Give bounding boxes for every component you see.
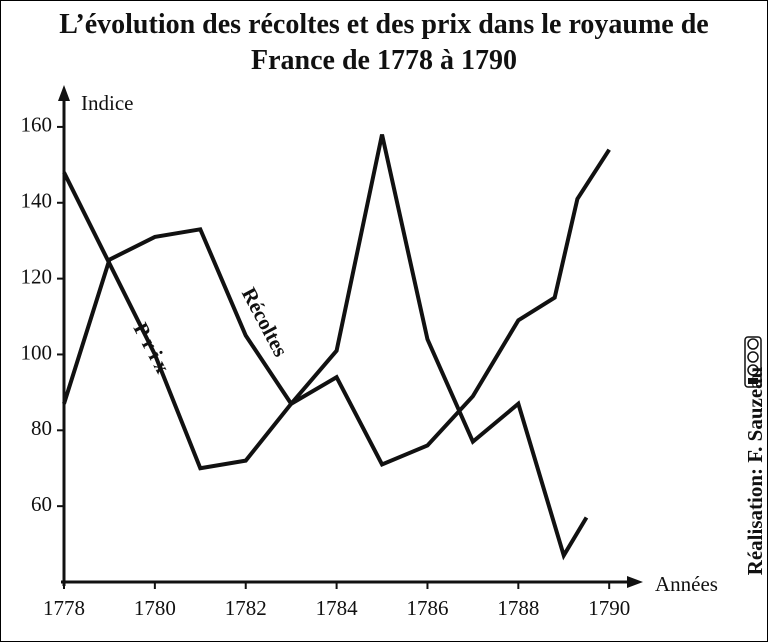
x-axis-arrow xyxy=(627,576,643,588)
cc-icon xyxy=(744,336,762,388)
y-tick-label: 80 xyxy=(31,416,52,440)
series-label: Récoltes xyxy=(237,283,293,360)
y-tick-label: 60 xyxy=(31,492,52,516)
x-tick-label: 1778 xyxy=(43,596,85,620)
x-tick-label: 1784 xyxy=(316,596,359,620)
series-line xyxy=(62,134,589,561)
x-axis-label: Années xyxy=(655,572,718,596)
y-tick-label: 140 xyxy=(21,189,53,213)
series-line xyxy=(62,148,611,467)
series-label: Prix xyxy=(129,319,178,382)
y-tick-label: 100 xyxy=(21,340,53,364)
x-tick-label: 1788 xyxy=(497,596,539,620)
y-axis-arrow xyxy=(58,85,70,101)
y-axis-label: Indice xyxy=(81,91,133,115)
x-tick-label: 1790 xyxy=(588,596,630,620)
x-tick-label: 1782 xyxy=(225,596,267,620)
y-tick-label: 160 xyxy=(21,113,53,137)
x-tick-label: 1780 xyxy=(134,596,176,620)
y-tick-label: 120 xyxy=(21,264,53,288)
x-tick-label: 1786 xyxy=(406,596,448,620)
credit: Réalisation: F. Sauzeau xyxy=(743,366,767,575)
chart-title: L’évolution des récoltes et des prix dan… xyxy=(59,9,709,76)
